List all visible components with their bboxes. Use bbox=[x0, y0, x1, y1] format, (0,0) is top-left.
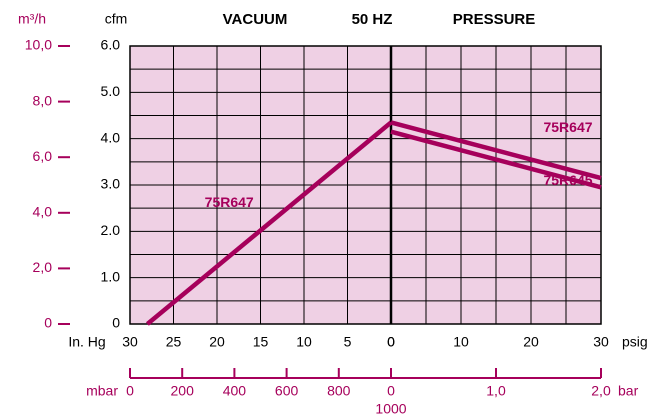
vacuum-tick-label: 5 bbox=[344, 334, 352, 350]
y2-tick-label: 0 bbox=[44, 315, 52, 331]
y-tick-label: 6.0 bbox=[101, 37, 121, 53]
mbar-axis-label: mbar bbox=[86, 383, 118, 399]
y2-tick-label: 4,0 bbox=[33, 204, 53, 220]
mbar-tick-label: 0 bbox=[126, 383, 134, 399]
series-label: 75R647 bbox=[205, 194, 254, 210]
y-tick-label: 3.0 bbox=[101, 176, 121, 192]
bar-tick-label: 2,0 bbox=[591, 383, 611, 399]
vacuum-tick-label: 10 bbox=[296, 334, 312, 350]
vacuum-tick-label: 30 bbox=[122, 334, 138, 350]
y2-axis-label: m³/h bbox=[18, 11, 46, 27]
vacuum-tick-label: 0 bbox=[387, 334, 395, 350]
series-label: 75R647 bbox=[543, 119, 592, 135]
y-tick-label: 1.0 bbox=[101, 268, 121, 284]
mbar-tick-label: 400 bbox=[223, 383, 247, 399]
pressure-tick-label: 10 bbox=[453, 334, 469, 350]
series-label: 75R645 bbox=[543, 172, 592, 188]
pressure-tick-label: 0 bbox=[387, 334, 395, 350]
y-tick-label: 2.0 bbox=[101, 222, 121, 238]
mbar-tick-label: 200 bbox=[171, 383, 195, 399]
vacuum-heading: VACUUM bbox=[223, 11, 288, 28]
bar-tick-label: 0 bbox=[387, 383, 395, 399]
vacuum-tick-label: 25 bbox=[166, 334, 182, 350]
vacuum-tick-label: 15 bbox=[253, 334, 269, 350]
y2-tick-label: 8,0 bbox=[33, 92, 53, 108]
pressure-axis-label: psig bbox=[622, 334, 648, 350]
mbar-tick-label: 800 bbox=[327, 383, 351, 399]
mbar-tick-label: 1000 bbox=[375, 401, 406, 417]
y2-tick-label: 2,0 bbox=[33, 259, 53, 275]
y-axis-label: cfm bbox=[105, 11, 128, 27]
pressure-heading: PRESSURE bbox=[453, 11, 536, 28]
chart-title: 50 HZ bbox=[352, 11, 393, 28]
y2-tick-label: 10,0 bbox=[25, 37, 52, 53]
mbar-tick-label: 600 bbox=[275, 383, 299, 399]
bar-tick-label: 1,0 bbox=[486, 383, 506, 399]
y-tick-label: 0 bbox=[112, 315, 120, 331]
series-line bbox=[390, 120, 602, 181]
y-tick-label: 4.0 bbox=[101, 129, 121, 145]
pressure-tick-label: 20 bbox=[523, 334, 539, 350]
vacuum-axis-label: In. Hg bbox=[68, 334, 105, 350]
series-line bbox=[145, 120, 393, 326]
y-tick-label: 5.0 bbox=[101, 83, 121, 99]
pressure-tick-label: 30 bbox=[593, 334, 609, 350]
series-line bbox=[390, 129, 602, 190]
vacuum-tick-label: 20 bbox=[209, 334, 225, 350]
y2-tick-label: 6,0 bbox=[33, 148, 53, 164]
bar-axis-label: bar bbox=[618, 383, 639, 399]
